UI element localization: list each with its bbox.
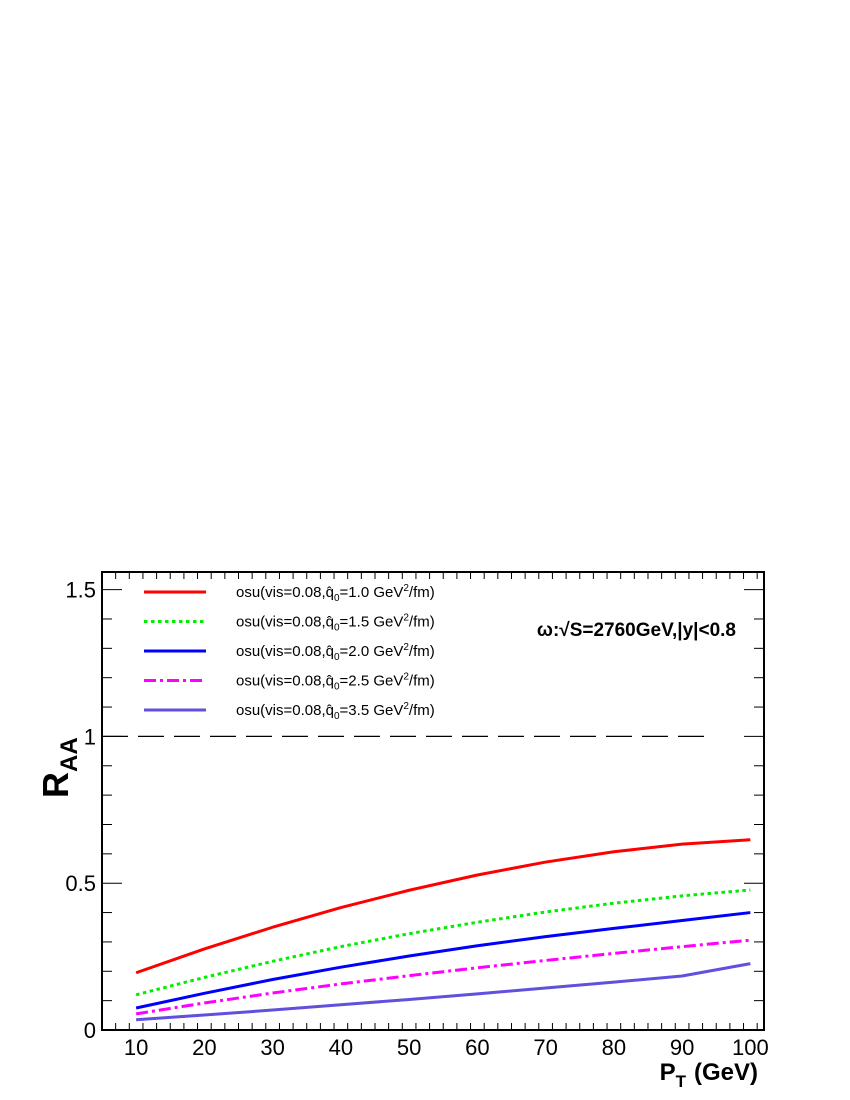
legend-label-part: =2.0 GeV (340, 643, 404, 660)
x-axis-title: PT (GeV) (660, 1059, 758, 1091)
y-tick-label: 1 (84, 724, 96, 749)
legend-label-part: q̂ (326, 584, 334, 601)
legend-label-part: =2.5 GeV (340, 673, 404, 690)
x-tick-label: 90 (670, 1035, 694, 1060)
x-tick-label: 80 (602, 1035, 626, 1060)
series-line (135, 838, 751, 975)
legend-label: osu(vis=0.08,q̂0=3.5 GeV2/fm) (236, 701, 435, 722)
series-line (135, 938, 751, 1016)
legend-label-part: osu(vis=0.08, (236, 702, 326, 719)
legend-label: osu(vis=0.08,q̂0=1.0 GeV2/fm) (236, 583, 435, 604)
legend-label-part: =1.5 GeV (340, 614, 404, 631)
y-axis-title: RAA (35, 737, 83, 798)
y-axis-symbol: R (35, 772, 76, 798)
plot-frame (101, 571, 765, 1031)
legend-label-part: 2 (403, 613, 409, 624)
legend-label-part: 0 (334, 652, 340, 663)
legend-label-part: /fm) (409, 673, 435, 690)
legend-label-part: /fm) (409, 614, 435, 631)
x-tick-label: 40 (329, 1035, 353, 1060)
x-axis-subscript: T (676, 1072, 687, 1091)
legend-label-part: 0 (334, 711, 340, 722)
series-line (136, 962, 751, 1022)
legend-label: osu(vis=0.08,q̂0=1.5 GeV2/fm) (236, 613, 435, 634)
legend-label-part: 0 (334, 682, 340, 693)
legend-label-part: osu(vis=0.08, (236, 643, 326, 660)
y-axis-subscript: AA (56, 737, 83, 772)
x-axis-symbol: P (660, 1059, 676, 1086)
x-tick-label: 60 (465, 1035, 489, 1060)
legend-label-part: /fm) (409, 702, 435, 719)
legend-label-part: 2 (403, 701, 409, 712)
legend-label-part: osu(vis=0.08, (236, 614, 326, 631)
x-tick-label: 10 (124, 1035, 148, 1060)
legend-label-part: /fm) (409, 643, 435, 660)
legend-label-part: 0 (334, 623, 340, 634)
legend-label-part: q̂ (326, 614, 334, 631)
legend-label-part: =1.0 GeV (340, 584, 404, 601)
legend-label-part: /fm) (409, 584, 435, 601)
legend-label-part: 2 (403, 672, 409, 683)
legend-label-part: 2 (403, 642, 409, 653)
x-tick-label: 20 (192, 1035, 216, 1060)
legend-label-part: q̂ (326, 673, 334, 690)
x-tick-label: 50 (397, 1035, 421, 1060)
series-line (135, 911, 751, 1010)
y-tick-label: 0 (84, 1018, 96, 1043)
x-tick-label: 70 (533, 1035, 557, 1060)
legend-label-part: 2 (403, 583, 409, 594)
legend-label-part: q̂ (326, 643, 334, 660)
series-line (135, 888, 751, 997)
y-tick-label: 0.5 (65, 871, 96, 896)
x-tick-label: 30 (260, 1035, 284, 1060)
legend-label-part: q̂ (326, 702, 334, 719)
x-axis-unit: (GeV) (694, 1059, 758, 1086)
annotation-energy: ω:√S=2760GeV,|y|<0.8 (537, 620, 736, 641)
legend-label-part: osu(vis=0.08, (236, 584, 326, 601)
legend-label-part: osu(vis=0.08, (236, 673, 326, 690)
legend-label: osu(vis=0.08,q̂0=2.5 GeV2/fm) (236, 672, 435, 693)
y-tick-label: 1.5 (65, 578, 96, 603)
legend-label-part: =3.5 GeV (340, 702, 404, 719)
legend-label: osu(vis=0.08,q̂0=2.0 GeV2/fm) (236, 642, 435, 663)
legend-label-part: 0 (334, 593, 340, 604)
x-tick-label: 100 (732, 1035, 769, 1060)
